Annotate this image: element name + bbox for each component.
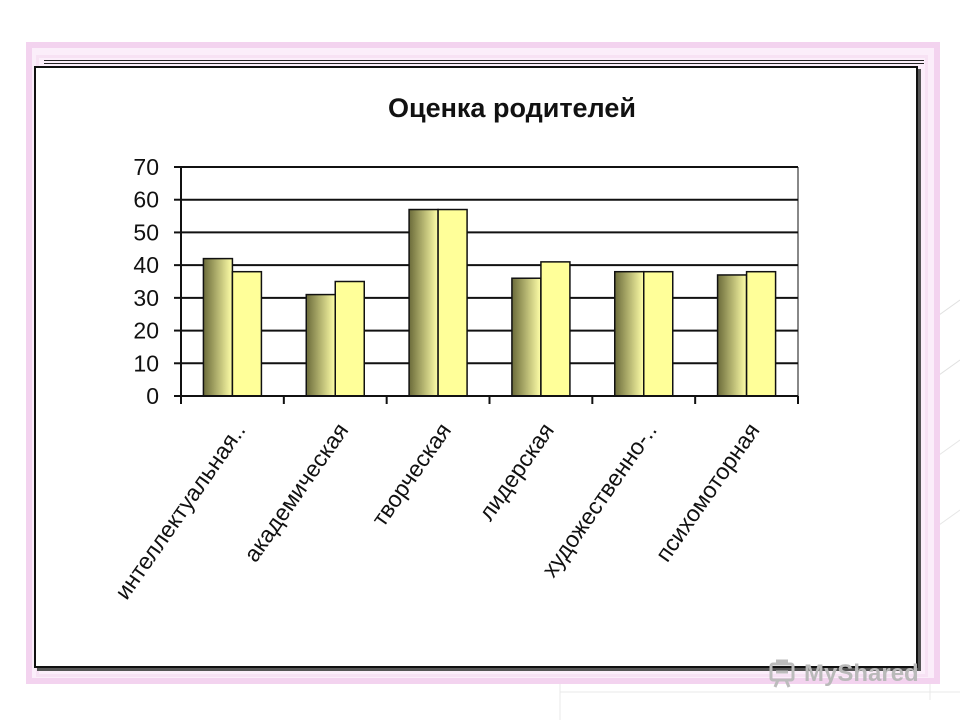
y-tick-label: 50 [133, 219, 159, 245]
bar-series-1-3 [511, 277, 542, 397]
y-tick-label: 60 [133, 187, 159, 213]
bar-series-2-2 [437, 208, 468, 397]
bar-series-1-2 [408, 208, 439, 397]
bar-series-1-0 [202, 257, 234, 397]
x-tick-label: лидерская [473, 418, 559, 525]
y-tick-label: 40 [133, 252, 159, 278]
y-tick-label: 20 [133, 318, 159, 344]
x-tick-label: интеллектуальная.. [109, 418, 250, 604]
bars [202, 208, 777, 397]
x-tick-label: художественно-.. [536, 418, 662, 582]
x-tick-label: академическая [238, 418, 353, 567]
panel-top-edge [44, 60, 924, 64]
bar-series-1-1 [305, 293, 336, 397]
x-tick-labels: интеллектуальная..академическая творческа… [109, 418, 764, 604]
x-tick-label: психомоторная [650, 418, 765, 566]
bar-series-2-3 [540, 261, 571, 397]
y-tick-label: 0 [146, 383, 159, 409]
y-tick-label: 30 [133, 285, 159, 311]
bar-series-2-1 [334, 280, 365, 397]
bar-series-1-4 [614, 270, 645, 397]
axes [174, 166, 799, 404]
bar-series-2-0 [231, 270, 263, 397]
y-tick-label: 70 [133, 154, 159, 180]
bar-series-1-5 [716, 274, 748, 397]
watermark-brand: MyShared [804, 660, 919, 687]
y-tick-label: 10 [133, 350, 159, 376]
watermark: MyShared [768, 656, 919, 692]
x-tick-label: творческая [366, 418, 456, 531]
y-tick-labels: 0 10 20 30 40 50 60 70 [133, 154, 159, 409]
chart-title: Оценка родителей [388, 93, 636, 123]
myshared-logo-icon [769, 659, 795, 688]
bar-series-2-5 [745, 270, 777, 397]
gridlines [181, 166, 799, 396]
bar-series-2-4 [643, 270, 674, 397]
